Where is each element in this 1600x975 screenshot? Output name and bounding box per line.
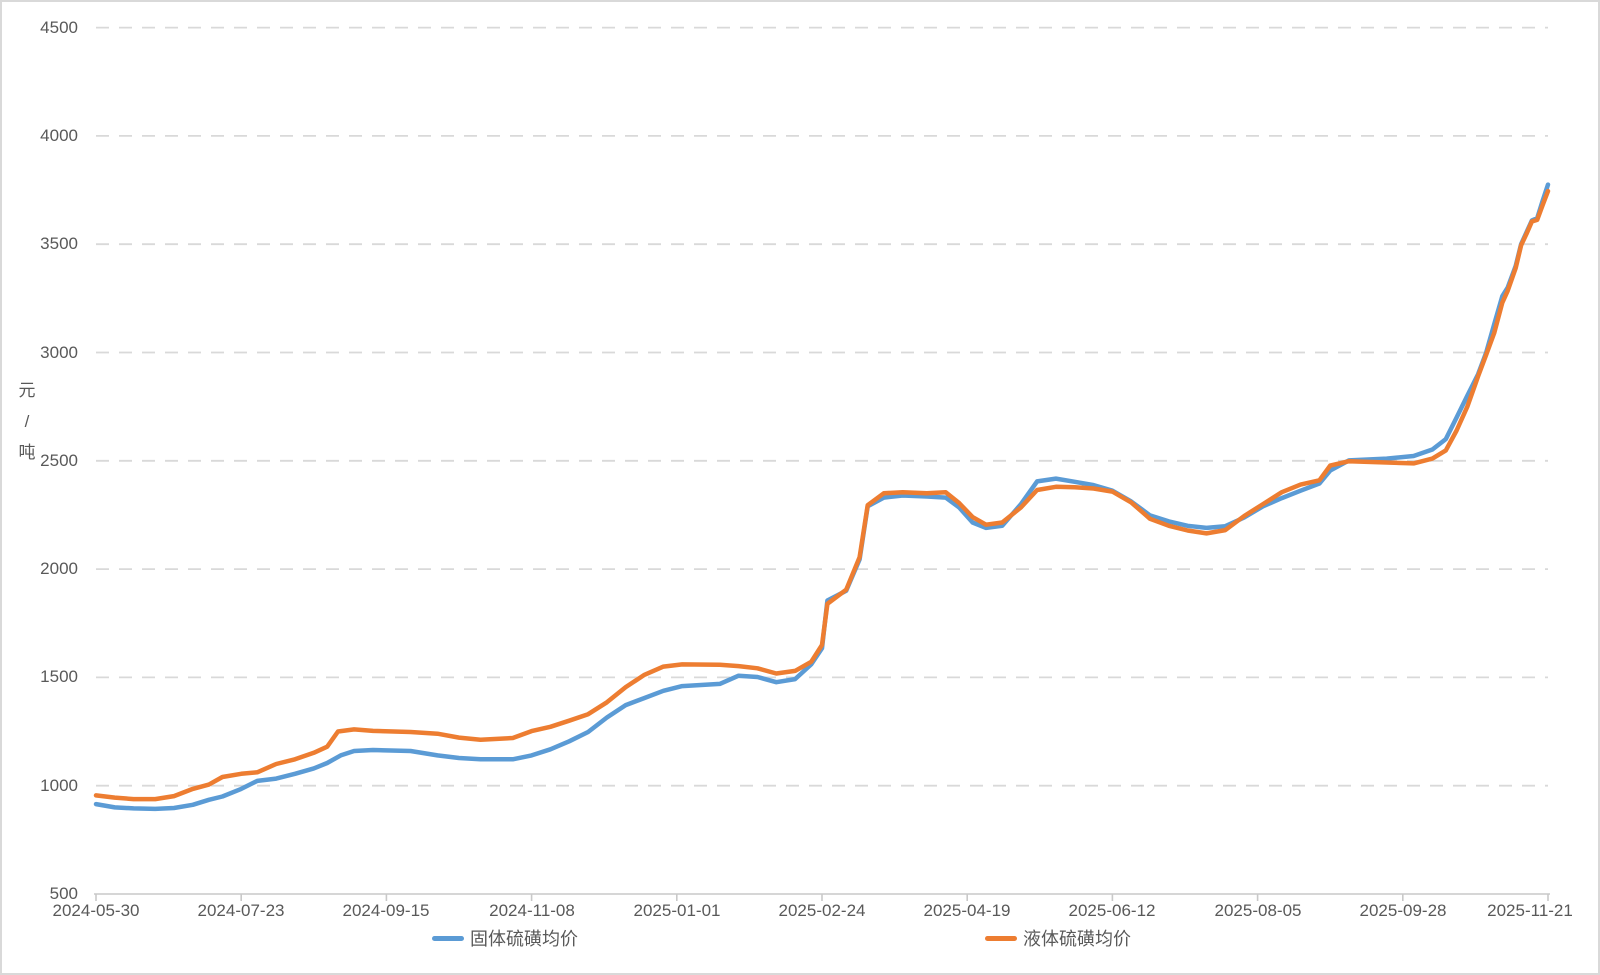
y-tick-label-500: 500	[49, 884, 78, 903]
x-tick-label-9: 2025-09-28	[1359, 901, 1447, 920]
legend-swatch-liquid-sulfur	[985, 935, 1017, 941]
x-tick-label-10: 2025-11-21	[1487, 901, 1573, 920]
legend-item-solid-sulfur: 固体硫磺均价	[432, 926, 578, 950]
x-tick-label-2: 2024-09-15	[342, 901, 430, 920]
legend-label-solid-sulfur: 固体硫磺均价	[470, 929, 578, 949]
gridlines	[96, 26, 1548, 787]
x-tick-label-3: 2024-11-08	[489, 901, 575, 920]
x-tick-label-7: 2025-06-12	[1068, 901, 1156, 920]
y-tick-label-1500: 1500	[40, 667, 78, 686]
y-tick-label-3500: 3500	[40, 234, 78, 253]
y-tick-label-4000: 4000	[40, 126, 78, 145]
y-tick-label-3000: 3000	[40, 343, 78, 362]
x-tick-label-6: 2025-04-19	[923, 901, 1011, 920]
y-tick-label-4500: 4500	[40, 18, 78, 37]
x-tick-label-8: 2025-08-05	[1214, 901, 1302, 920]
legend-swatch-solid-sulfur	[432, 935, 464, 941]
legend-label-liquid-sulfur: 液体硫磺均价	[1023, 929, 1131, 949]
series-line-solid-sulfur	[93, 182, 1551, 812]
y-tick-label-2500: 2500	[40, 451, 78, 470]
x-axis	[94, 893, 1550, 901]
y-axis-title: 元 / 吨	[18, 381, 36, 462]
y-tick-label-1000: 1000	[40, 776, 78, 795]
legend-item-liquid-sulfur: 液体硫磺均价	[985, 926, 1131, 950]
series-line-liquid-sulfur	[93, 188, 1551, 802]
x-tick-label-5: 2025-02-24	[778, 901, 866, 920]
x-tick-label-1: 2024-07-23	[197, 901, 285, 920]
x-tick-label-4: 2025-01-01	[633, 901, 721, 920]
y-tick-label-2000: 2000	[40, 559, 78, 578]
x-tick-label-0: 2024-05-30	[52, 901, 140, 920]
